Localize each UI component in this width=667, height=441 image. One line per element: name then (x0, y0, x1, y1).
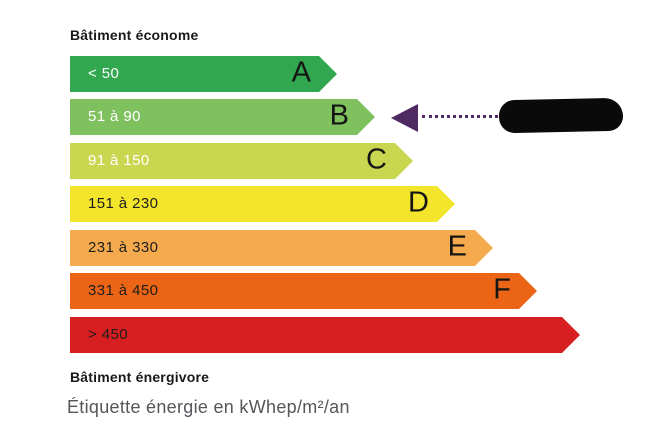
energy-intensive-building-label: Bâtiment énergivore (70, 369, 210, 385)
energy-class-bar-g: > 450 (70, 317, 580, 353)
energy-class-bar-c: 91 à 150 C (70, 143, 413, 179)
energy-range-label: 91 à 150 (88, 152, 150, 170)
indicator-arrow-icon (391, 104, 418, 132)
energy-class-bar-d: 151 à 230 D (70, 186, 455, 222)
energy-class-letter: B (329, 99, 349, 132)
energy-class-letter: C (366, 143, 387, 176)
energy-class-bar-a: < 50 A (70, 56, 337, 92)
energy-class-bar-b: 51 à 90 B (70, 99, 375, 135)
energy-class-bar-f: 331 à 450 F (70, 273, 537, 309)
economical-building-label: Bâtiment économe (70, 27, 199, 43)
energy-range-label: 331 à 450 (88, 282, 159, 300)
energy-class-letter: F (493, 273, 511, 306)
energy-class-bar-e: 231 à 330 E (70, 230, 493, 266)
energy-scale-caption: Étiquette énergie en kWhep/m²/an (67, 397, 350, 417)
energy-range-label: 151 à 230 (88, 195, 159, 213)
indicator-dotted-line (422, 115, 498, 118)
energy-class-letter: A (291, 56, 311, 89)
energy-range-label: 231 à 330 (88, 239, 159, 257)
energy-class-letter: D (408, 186, 429, 219)
energy-class-letter: E (447, 230, 467, 263)
redacted-value-blob (498, 97, 624, 134)
energy-range-label: > 450 (88, 326, 128, 344)
energy-range-label: 51 à 90 (88, 108, 141, 126)
energy-range-label: < 50 (88, 65, 120, 83)
